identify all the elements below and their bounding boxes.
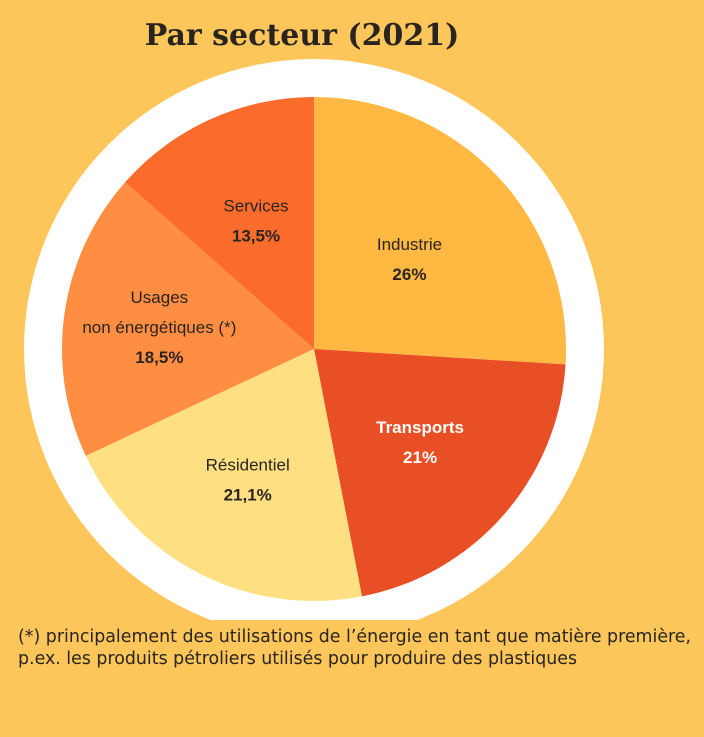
- pie-labels: Industrie 26% Transports 21% Résidentiel 21,1…: [82, 196, 464, 504]
- slice-name-label-1: Transports: [376, 418, 464, 437]
- slice-name-label-3: non énergétiques (*): [82, 318, 236, 337]
- pie-chart: Industrie 26% Transports 21% Résidentiel 21,1…: [24, 59, 604, 620]
- chart-title: Par secteur (2021): [144, 18, 460, 53]
- pie-slice-4: [125, 96, 314, 349]
- pie-slice-1: [314, 349, 566, 597]
- slice-name-label-2: Résidentiel: [206, 455, 290, 474]
- pie-slice-2: [85, 349, 362, 601]
- footnote: (*) principalement des utilisations de l…: [18, 627, 692, 669]
- slice-name-label-3: Usages: [131, 288, 189, 307]
- slice-value-label-2: 21,1%: [224, 485, 272, 504]
- pie-slices: [62, 96, 566, 601]
- slice-name-label-4: Services: [223, 196, 288, 215]
- pie-slice-3: [62, 182, 314, 456]
- slice-value-label-3: 18,5%: [135, 348, 183, 367]
- slice-value-label-0: 26%: [392, 265, 426, 284]
- pie-slice-0: [314, 97, 566, 365]
- slice-value-label-1: 21%: [403, 448, 437, 467]
- slice-value-label-4: 13,5%: [232, 226, 280, 245]
- slice-name-label-0: Industrie: [377, 235, 442, 254]
